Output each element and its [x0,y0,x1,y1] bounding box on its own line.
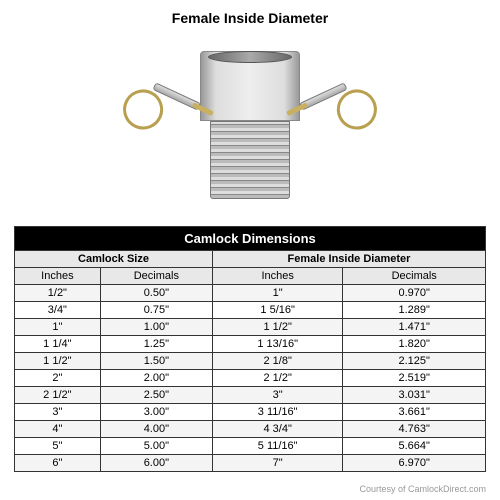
table-cell: 0.970" [343,285,486,302]
table-cell: 1.25" [100,336,212,353]
table-row: 4"4.00"4 3/4"4.763" [15,421,486,438]
table-row: 3"3.00"3 11/16"3.661" [15,404,486,421]
table-cell: 1 1/4" [15,336,101,353]
table-cell: 5 11/16" [212,438,342,455]
table-cell: 1" [212,285,342,302]
table-cell: 4.763" [343,421,486,438]
table-cell: 5.00" [100,438,212,455]
table-cell: 2.125" [343,353,486,370]
table-cell: 1.471" [343,319,486,336]
table-cell: 6.00" [100,455,212,472]
col-inches-1: Inches [15,268,101,285]
dimensions-table: Camlock Dimensions Camlock Size Female I… [14,226,486,472]
col-group-size: Camlock Size [15,251,213,268]
table-row: 6"6.00"7"6.970" [15,455,486,472]
table-cell: 0.75" [100,302,212,319]
col-group-diameter: Female Inside Diameter [212,251,485,268]
table-cell: 1.00" [100,319,212,336]
table-title: Camlock Dimensions [15,227,486,251]
col-inches-2: Inches [212,268,342,285]
table-cell: 2.519" [343,370,486,387]
col-decimals-1: Decimals [100,268,212,285]
table-row: 5"5.00"5 11/16"5.664" [15,438,486,455]
table-cell: 4 3/4" [212,421,342,438]
table-cell: 1.289" [343,302,486,319]
table-cell: 1 5/16" [212,302,342,319]
table-cell: 3.031" [343,387,486,404]
table-cell: 2.00" [100,370,212,387]
dimension-label: Female Inside Diameter [0,0,500,26]
table-cell: 5.664" [343,438,486,455]
table-cell: 0.50" [100,285,212,302]
table-cell: 1" [15,319,101,336]
table-cell: 6.970" [343,455,486,472]
table-cell: 2 1/8" [212,353,342,370]
table-cell: 1.50" [100,353,212,370]
table-cell: 3" [212,387,342,404]
table-cell: 3" [15,404,101,421]
table-row: 1 1/2"1.50"2 1/8"2.125" [15,353,486,370]
table-cell: 5" [15,438,101,455]
table-cell: 2 1/2" [15,387,101,404]
table-row: 1/2"0.50"1"0.970" [15,285,486,302]
table-cell: 1 1/2" [212,319,342,336]
table-row: 1"1.00"1 1/2"1.471" [15,319,486,336]
table-body: 1/2"0.50"1"0.970"3/4"0.75"1 5/16"1.289"1… [15,285,486,472]
col-decimals-2: Decimals [343,268,486,285]
table-cell: 3 11/16" [212,404,342,421]
table-cell: 2 1/2" [212,370,342,387]
table-cell: 2.50" [100,387,212,404]
camlock-fitting-icon [120,41,380,211]
table-cell: 1 1/2" [15,353,101,370]
table-cell: 1.820" [343,336,486,353]
table-cell: 2" [15,370,101,387]
product-illustration [0,26,500,226]
credit-text: Courtesy of CamlockDirect.com [359,484,486,494]
table-cell: 3.661" [343,404,486,421]
table-cell: 3/4" [15,302,101,319]
table-cell: 3.00" [100,404,212,421]
table-cell: 7" [212,455,342,472]
table-row: 2 1/2"2.50"3"3.031" [15,387,486,404]
table-cell: 4" [15,421,101,438]
table-cell: 4.00" [100,421,212,438]
table-row: 3/4"0.75"1 5/16"1.289" [15,302,486,319]
table-cell: 1 13/16" [212,336,342,353]
table-row: 2"2.00"2 1/2"2.519" [15,370,486,387]
table-row: 1 1/4"1.25"1 13/16"1.820" [15,336,486,353]
table-cell: 1/2" [15,285,101,302]
table-cell: 6" [15,455,101,472]
